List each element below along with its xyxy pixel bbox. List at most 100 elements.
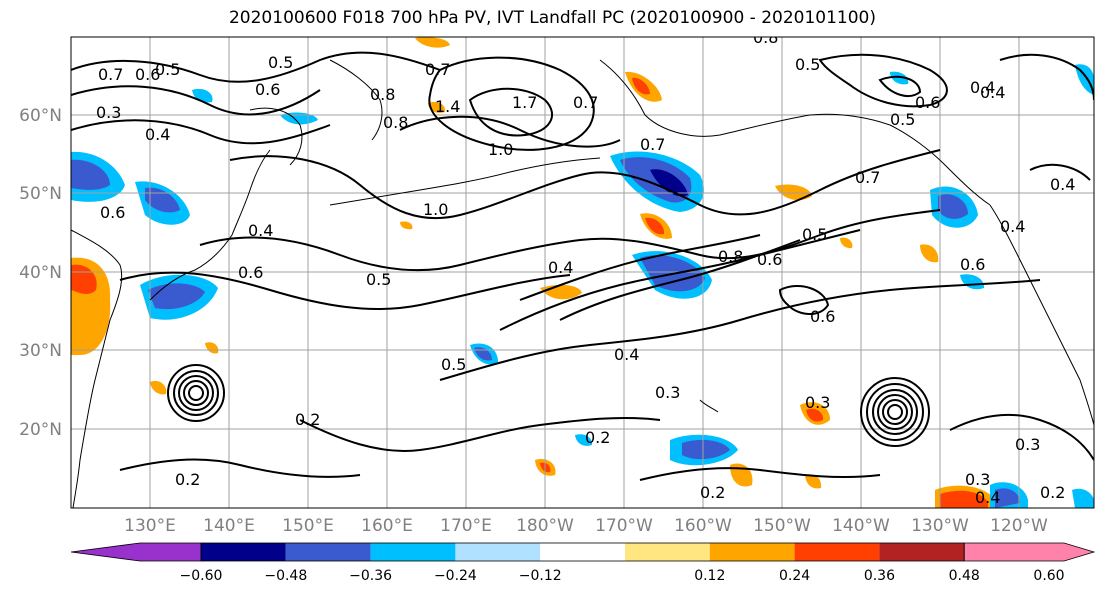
colorbar-tick-label: 0.12 — [694, 568, 725, 584]
lat-label: 50°N — [19, 184, 62, 204]
contour-label: 0.2 — [700, 483, 725, 502]
contour-label: 0.4 — [614, 345, 639, 364]
contour-label: 0.7 — [425, 60, 450, 79]
contour-label: 0.8 — [383, 113, 408, 132]
colorbar-tick-label: 0.24 — [779, 568, 810, 584]
contour-label: 0.6 — [960, 255, 985, 274]
contour-label: 0.4 — [548, 258, 573, 277]
shade-blob — [805, 474, 822, 489]
colorbar-tick-label: −0.24 — [434, 568, 477, 584]
contour-label: 0.7 — [640, 135, 665, 154]
lon-label: 170°W — [595, 516, 653, 536]
colorbar-segment — [709, 543, 795, 561]
longitude-labels: 130°E 140°E 150°E 160°E 170°E 180°W 170°… — [124, 516, 1048, 536]
coast-kamchatka — [249, 107, 303, 166]
contour-label: 0.5 — [802, 225, 827, 244]
contour-lines — [71, 51, 1094, 481]
colorbar-tick-label: −0.60 — [180, 568, 223, 584]
contour-label: 0.4 — [1050, 175, 1075, 194]
contour-label: 0.5 — [890, 110, 915, 129]
colorbar-tick-label: 0.48 — [949, 568, 980, 584]
contour-label: 0.6 — [915, 93, 940, 112]
lon-label: 160°E — [361, 516, 413, 536]
contour-label-layer: 0.7 0.6 0.5 0.5 0.6 0.3 0.4 0.8 0.7 1.4 … — [96, 28, 1075, 507]
contour-label: 0.4 — [248, 221, 273, 240]
contour-label: 0.6 — [757, 250, 782, 269]
contour-label: 0.4 — [975, 488, 1000, 507]
contour-label: 1.4 — [435, 97, 460, 116]
colorbar-segment — [625, 543, 710, 561]
contour-label: 0.3 — [965, 470, 990, 489]
colorbar: −0.60 −0.48 −0.36 −0.24 −0.12 0.12 0.24 0.36 0.4… — [70, 542, 1096, 584]
contour-label: 0.5 — [441, 355, 466, 374]
contour-label: 0.6 — [255, 80, 280, 99]
latitude-labels: 60°N 50°N 40°N 30°N 20°N — [19, 106, 62, 440]
shade-blob — [1072, 488, 1094, 508]
map-frame — [70, 36, 1095, 509]
contour-label: 0.2 — [585, 428, 610, 447]
contour-label: 0.6 — [810, 307, 835, 326]
contour-label: 1.7 — [512, 93, 537, 112]
contour-label: 0.8 — [753, 28, 778, 47]
contour-label: 0.7 — [98, 65, 123, 84]
contour-label: 0.2 — [1040, 483, 1065, 502]
lon-label: 130°W — [911, 516, 969, 536]
contour-label: 0.5 — [366, 270, 391, 289]
contour-label: 0.3 — [655, 383, 680, 402]
shade-blob — [938, 194, 968, 219]
cyclone-west — [167, 364, 225, 422]
colorbar-tick-label: 0.60 — [1033, 568, 1064, 584]
contour-label: 0.4 — [1000, 217, 1025, 236]
shade-blob — [575, 434, 593, 446]
colorbar-segment — [370, 543, 456, 561]
contour-label: 0.8 — [718, 247, 743, 266]
contour-label: 0.3 — [96, 103, 121, 122]
shade-blob — [71, 159, 110, 190]
shade-blob — [650, 169, 688, 197]
shade-blob — [645, 217, 665, 235]
coast-hawaii — [699, 399, 719, 413]
colorbar-tick-label: 0.36 — [864, 568, 895, 584]
lon-label: 150°E — [282, 516, 334, 536]
contour-label: 0.3 — [805, 393, 830, 412]
shade-blob — [150, 380, 167, 395]
contour-label: 0.2 — [295, 410, 320, 429]
contour-label: 0.6 — [100, 203, 125, 222]
contour-label: 0.4 — [970, 78, 995, 97]
shade-blob — [890, 71, 909, 85]
map-title: 2020100600 F018 700 hPa PV, IVT Landfall… — [228, 8, 876, 28]
contour-label: 0.5 — [268, 53, 293, 72]
contour-label: 1.0 — [423, 200, 448, 219]
colorbar-tick-label: −0.12 — [519, 568, 562, 584]
colorbar-segment — [201, 543, 286, 561]
lon-label: 140°W — [832, 516, 890, 536]
contour-label: 0.5 — [155, 60, 180, 79]
colorbar-outline — [200, 542, 965, 562]
colorbar-segment — [540, 543, 625, 561]
graticule — [71, 37, 1094, 508]
lon-label: 140°E — [203, 516, 255, 536]
lat-label: 40°N — [19, 263, 62, 283]
contour-label: 0.3 — [1015, 435, 1040, 454]
colorbar-segment — [879, 543, 965, 561]
shade-blob — [1075, 64, 1094, 95]
coast-asia-mainland — [71, 229, 123, 508]
shade-blob — [415, 37, 450, 48]
coast-japan — [149, 149, 271, 301]
contour-label: 0.2 — [175, 470, 200, 489]
shade-blob — [205, 342, 219, 354]
colorbar-segment — [455, 543, 541, 561]
lon-label: 150°W — [753, 516, 811, 536]
contour-label: 0.7 — [855, 168, 880, 187]
contour-label: 1.0 — [488, 140, 513, 159]
coast-siberia — [329, 59, 383, 141]
shade-blob — [148, 283, 205, 310]
shading-layer — [71, 37, 1094, 508]
lon-label: 160°W — [674, 516, 732, 536]
contour-label: 0.6 — [238, 263, 263, 282]
shade-blob — [400, 221, 413, 230]
coastlines — [71, 59, 1094, 508]
cyclone-east — [860, 377, 930, 447]
contour-label: 0.8 — [370, 85, 395, 104]
